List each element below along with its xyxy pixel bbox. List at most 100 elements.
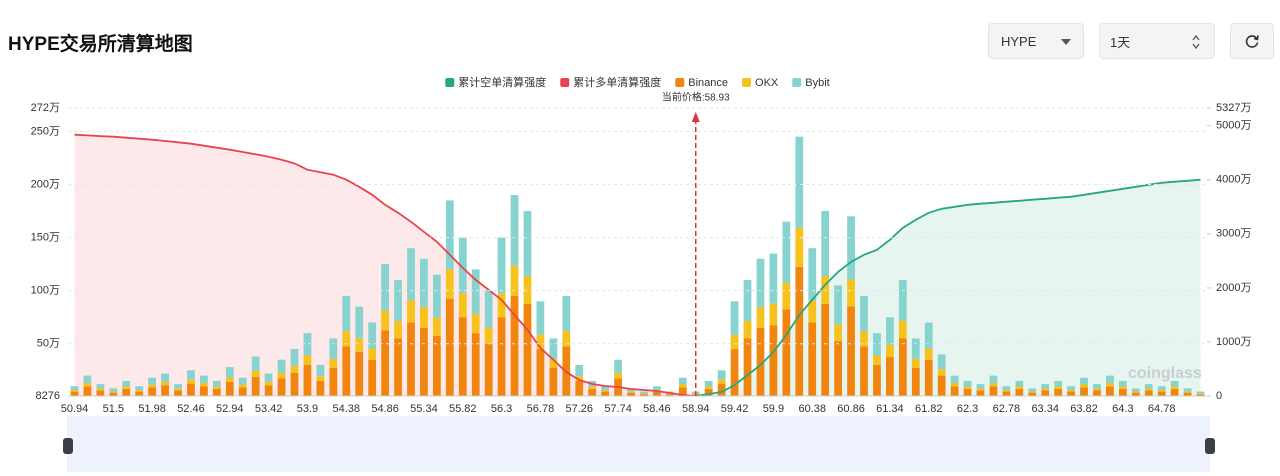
bar-segment bbox=[200, 375, 208, 384]
bar-segment bbox=[834, 285, 843, 325]
bar-segment bbox=[96, 384, 105, 389]
bar-segment bbox=[562, 331, 571, 347]
x-tick-label: 58.94 bbox=[682, 403, 710, 415]
bar-segment bbox=[1196, 393, 1205, 395]
bar-segment bbox=[70, 389, 79, 392]
bar-segment bbox=[653, 386, 661, 390]
bar-segment bbox=[743, 320, 752, 339]
bar-segment bbox=[1015, 386, 1024, 389]
bar-segment bbox=[381, 330, 389, 396]
bar-segment bbox=[368, 322, 377, 349]
bar-segment bbox=[96, 388, 105, 391]
y-tick-label: 272万 bbox=[31, 102, 60, 114]
bar-segment bbox=[420, 258, 428, 308]
x-tick-label: 63.82 bbox=[1070, 403, 1098, 415]
legend-item[interactable]: 累计多单清算强度 bbox=[560, 75, 661, 89]
bar-segment bbox=[187, 383, 195, 396]
bar-segment bbox=[886, 345, 894, 358]
refresh-icon bbox=[1245, 35, 1259, 48]
bar-segment bbox=[394, 338, 402, 396]
bar-segment bbox=[1067, 386, 1075, 390]
x-tick-label: 56.3 bbox=[491, 403, 512, 415]
bar-segment bbox=[886, 317, 894, 346]
bar-segment bbox=[471, 333, 480, 396]
bar-segment bbox=[860, 295, 868, 332]
bar-segment bbox=[924, 322, 933, 349]
y2-tick-label: 0 bbox=[1216, 390, 1222, 402]
bar-segment bbox=[355, 306, 364, 339]
bar-segment bbox=[497, 317, 506, 396]
bar-segment bbox=[704, 388, 713, 396]
legend-item[interactable]: Binance bbox=[675, 77, 728, 89]
y-tick-label: 200万 bbox=[31, 178, 60, 190]
legend-label: 累计多单清算强度 bbox=[573, 75, 661, 89]
bar-segment bbox=[303, 365, 312, 396]
bar-segment bbox=[1054, 386, 1063, 389]
bar-segment bbox=[704, 386, 713, 389]
bar-segment bbox=[212, 386, 221, 389]
bar-segment bbox=[588, 386, 597, 389]
legend-label: Binance bbox=[688, 77, 728, 89]
bar-segment bbox=[575, 376, 584, 381]
x-tick-label: 63.34 bbox=[1031, 403, 1059, 415]
bar-segment bbox=[795, 266, 804, 396]
bar-segment bbox=[238, 377, 247, 385]
bar-segment bbox=[886, 357, 894, 396]
bar-segment bbox=[264, 385, 273, 396]
bar-segment bbox=[536, 334, 545, 350]
current-price-label: 当前价格:58.93 bbox=[662, 91, 730, 104]
y2-tick-label: 5000万 bbox=[1216, 120, 1251, 132]
legend-label: Bybit bbox=[805, 77, 829, 89]
bar-segment bbox=[549, 358, 558, 368]
bar-segment bbox=[329, 367, 338, 396]
y-tick-label: 8276 bbox=[36, 390, 60, 402]
symbol-select[interactable]: HYPE bbox=[988, 23, 1084, 59]
bar-segment bbox=[1131, 391, 1140, 393]
bar-segment bbox=[614, 359, 622, 373]
bar-segment bbox=[394, 320, 402, 339]
bar-segment bbox=[174, 388, 182, 391]
bar-segment bbox=[238, 384, 247, 388]
range-select[interactable]: 1天 bbox=[1099, 23, 1215, 59]
bar-segment bbox=[200, 383, 208, 387]
bar-segment bbox=[1144, 384, 1153, 389]
x-tick-label: 52.46 bbox=[177, 403, 205, 415]
navigator[interactable] bbox=[67, 416, 1210, 472]
legend-item[interactable]: 累计空单清算强度 bbox=[445, 75, 546, 89]
bar-segment bbox=[963, 386, 972, 389]
legend-item[interactable]: Bybit bbox=[792, 77, 830, 89]
bar-segment bbox=[122, 388, 131, 396]
legend-label: 累计空单清算强度 bbox=[458, 75, 546, 89]
bar-segment bbox=[1080, 377, 1088, 385]
legend-item[interactable]: OKX bbox=[742, 77, 779, 89]
bar-segment bbox=[445, 200, 454, 270]
x-tick-label: 53.42 bbox=[255, 403, 283, 415]
navigator-handle[interactable] bbox=[1205, 438, 1215, 454]
bar-segment bbox=[1041, 390, 1050, 396]
bar-segment bbox=[898, 338, 907, 396]
bar-segment bbox=[756, 327, 765, 396]
bar-segment bbox=[83, 386, 92, 396]
bar-segment bbox=[1106, 383, 1114, 387]
bar-segment bbox=[407, 322, 415, 396]
bar-segment bbox=[575, 365, 584, 377]
bar-segment bbox=[484, 327, 493, 344]
navigator-handle[interactable] bbox=[63, 438, 73, 454]
bar-segment bbox=[381, 264, 389, 311]
bar-segment bbox=[1170, 388, 1179, 396]
bar-segment bbox=[743, 338, 752, 396]
refresh-button[interactable] bbox=[1230, 23, 1274, 59]
bar-segment bbox=[601, 386, 610, 390]
x-tick-label: 62.3 bbox=[957, 403, 978, 415]
bar-segment bbox=[1080, 387, 1088, 396]
bar-segment bbox=[847, 216, 855, 280]
line bbox=[74, 133, 696, 396]
legend-swatch bbox=[742, 78, 752, 87]
bar-segment bbox=[303, 333, 312, 356]
x-tick-label: 56.78 bbox=[527, 403, 555, 415]
x-tick-label: 58.46 bbox=[643, 403, 671, 415]
bar-segment bbox=[523, 276, 532, 304]
watermark: coinglass bbox=[1128, 365, 1202, 382]
bar-segment bbox=[1157, 389, 1166, 392]
